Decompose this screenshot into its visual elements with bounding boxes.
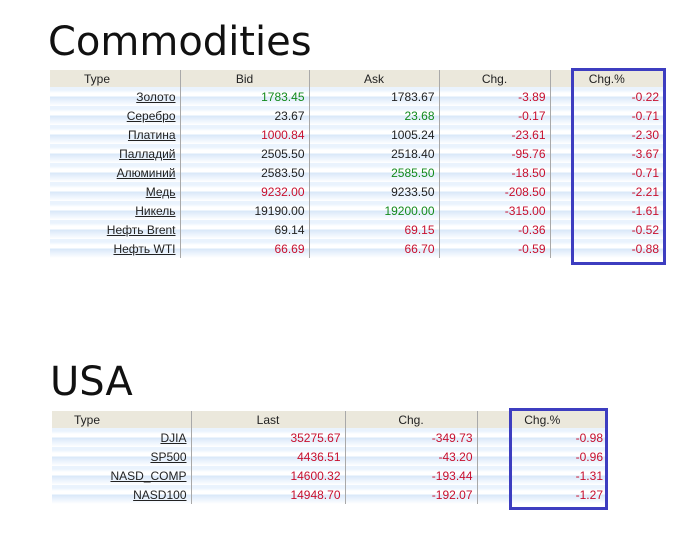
table-row: Никель 19190.00 19200.00 -315.00 -1.61 — [50, 201, 663, 220]
chg-value: -193.44 — [345, 466, 478, 485]
usa-rows: DJIA 35275.67 -349.73 -0.98 SP500 4436.51 -43.… — [52, 428, 607, 504]
table-row: NASD_COMP 14600.32 -193.44 -1.31 — [52, 466, 607, 485]
chg-pct-value: -2.30 — [550, 125, 663, 144]
chg-value: -349.73 — [345, 428, 478, 447]
commodity-name-link[interactable]: Палладий — [50, 144, 181, 163]
commodity-name-link[interactable]: Золото — [50, 87, 181, 106]
commodity-name-link[interactable]: Платина — [50, 125, 181, 144]
last-value: 35275.67 — [191, 428, 346, 447]
chg-value: -315.00 — [439, 201, 551, 220]
ask-value: 66.70 — [309, 239, 440, 258]
commodity-name-link[interactable]: Нефть WTI — [50, 239, 181, 258]
commodities-header-row: Type Bid Ask Chg. Chg.% — [50, 70, 663, 87]
chg-value: -0.17 — [439, 106, 551, 125]
bid-value: 9232.00 — [180, 182, 310, 201]
chg-pct-value: -0.88 — [550, 239, 663, 258]
chg-pct-value: -1.31 — [477, 466, 607, 485]
ask-value: 23.68 — [309, 106, 440, 125]
ask-value: 1783.67 — [309, 87, 440, 106]
col-header-ask: Ask — [309, 70, 440, 87]
col-header-type: Type — [50, 70, 181, 87]
commodity-name-link[interactable]: Серебро — [50, 106, 181, 125]
ask-value: 2518.40 — [309, 144, 440, 163]
chg-pct-value: -0.71 — [550, 163, 663, 182]
bid-value: 19190.00 — [180, 201, 310, 220]
chg-value: -23.61 — [439, 125, 551, 144]
bid-value: 23.67 — [180, 106, 310, 125]
col-header-chg: Chg. — [439, 70, 551, 87]
chg-value: -3.89 — [439, 87, 551, 106]
col-header-type: Type — [52, 411, 192, 428]
table-row: Алюминий 2583.50 2585.50 -18.50 -0.71 — [50, 163, 663, 182]
index-name-link[interactable]: DJIA — [52, 428, 192, 447]
chg-pct-value: -0.96 — [477, 447, 607, 466]
chg-value: -208.50 — [439, 182, 551, 201]
bid-value: 2583.50 — [180, 163, 310, 182]
commodity-name-link[interactable]: Нефть Brent — [50, 220, 181, 239]
index-name-link[interactable]: NASD100 — [52, 485, 192, 504]
table-row: Нефть Brent 69.14 69.15 -0.36 -0.52 — [50, 220, 663, 239]
chg-value: -43.20 — [345, 447, 478, 466]
chg-pct-value: -0.52 — [550, 220, 663, 239]
col-header-chg: Chg. — [345, 411, 478, 428]
usa-table: Type Last Chg. Chg.% DJIA 35275.67 -349.73… — [52, 411, 607, 504]
last-value: 14948.70 — [191, 485, 346, 504]
chg-pct-value: -2.21 — [550, 182, 663, 201]
col-header-chg-pct: Chg.% — [550, 70, 663, 87]
col-header-last: Last — [191, 411, 346, 428]
commodity-name-link[interactable]: Никель — [50, 201, 181, 220]
table-row: SP500 4436.51 -43.20 -0.96 — [52, 447, 607, 466]
chg-value: -0.36 — [439, 220, 551, 239]
commodities-title: Commodities — [48, 19, 312, 65]
commodities-rows: Золото 1783.45 1783.67 -3.89 -0.22 Серебро 23.… — [50, 87, 663, 258]
chg-value: -95.76 — [439, 144, 551, 163]
bid-value: 1783.45 — [180, 87, 310, 106]
table-row: Золото 1783.45 1783.67 -3.89 -0.22 — [50, 87, 663, 106]
table-row: Серебро 23.67 23.68 -0.17 -0.71 — [50, 106, 663, 125]
bid-value: 69.14 — [180, 220, 310, 239]
last-value: 4436.51 — [191, 447, 346, 466]
table-row: Платина 1000.84 1005.24 -23.61 -2.30 — [50, 125, 663, 144]
commodity-name-link[interactable]: Медь — [50, 182, 181, 201]
ask-value: 1005.24 — [309, 125, 440, 144]
table-row: NASD100 14948.70 -192.07 -1.27 — [52, 485, 607, 504]
col-header-bid: Bid — [180, 70, 310, 87]
chg-value: -0.59 — [439, 239, 551, 258]
chg-pct-value: -0.98 — [477, 428, 607, 447]
chg-pct-value: -3.67 — [550, 144, 663, 163]
ask-value: 19200.00 — [309, 201, 440, 220]
ask-value: 2585.50 — [309, 163, 440, 182]
usa-header-row: Type Last Chg. Chg.% — [52, 411, 607, 428]
ask-value: 9233.50 — [309, 182, 440, 201]
commodities-table: Type Bid Ask Chg. Chg.% Золото 1783.45 178… — [50, 70, 663, 258]
table-row: DJIA 35275.67 -349.73 -0.98 — [52, 428, 607, 447]
bid-value: 2505.50 — [180, 144, 310, 163]
chg-pct-value: -0.71 — [550, 106, 663, 125]
bid-value: 66.69 — [180, 239, 310, 258]
usa-title: USA — [50, 359, 133, 405]
index-name-link[interactable]: NASD_COMP — [52, 466, 192, 485]
table-row: Медь 9232.00 9233.50 -208.50 -2.21 — [50, 182, 663, 201]
table-row: Палладий 2505.50 2518.40 -95.76 -3.67 — [50, 144, 663, 163]
chg-pct-value: -0.22 — [550, 87, 663, 106]
table-row: Нефть WTI 66.69 66.70 -0.59 -0.88 — [50, 239, 663, 258]
chg-value: -192.07 — [345, 485, 478, 504]
ask-value: 69.15 — [309, 220, 440, 239]
chg-value: -18.50 — [439, 163, 551, 182]
last-value: 14600.32 — [191, 466, 346, 485]
chg-pct-value: -1.61 — [550, 201, 663, 220]
chg-pct-value: -1.27 — [477, 485, 607, 504]
bid-value: 1000.84 — [180, 125, 310, 144]
index-name-link[interactable]: SP500 — [52, 447, 192, 466]
col-header-chg-pct: Chg.% — [477, 411, 607, 428]
commodity-name-link[interactable]: Алюминий — [50, 163, 181, 182]
